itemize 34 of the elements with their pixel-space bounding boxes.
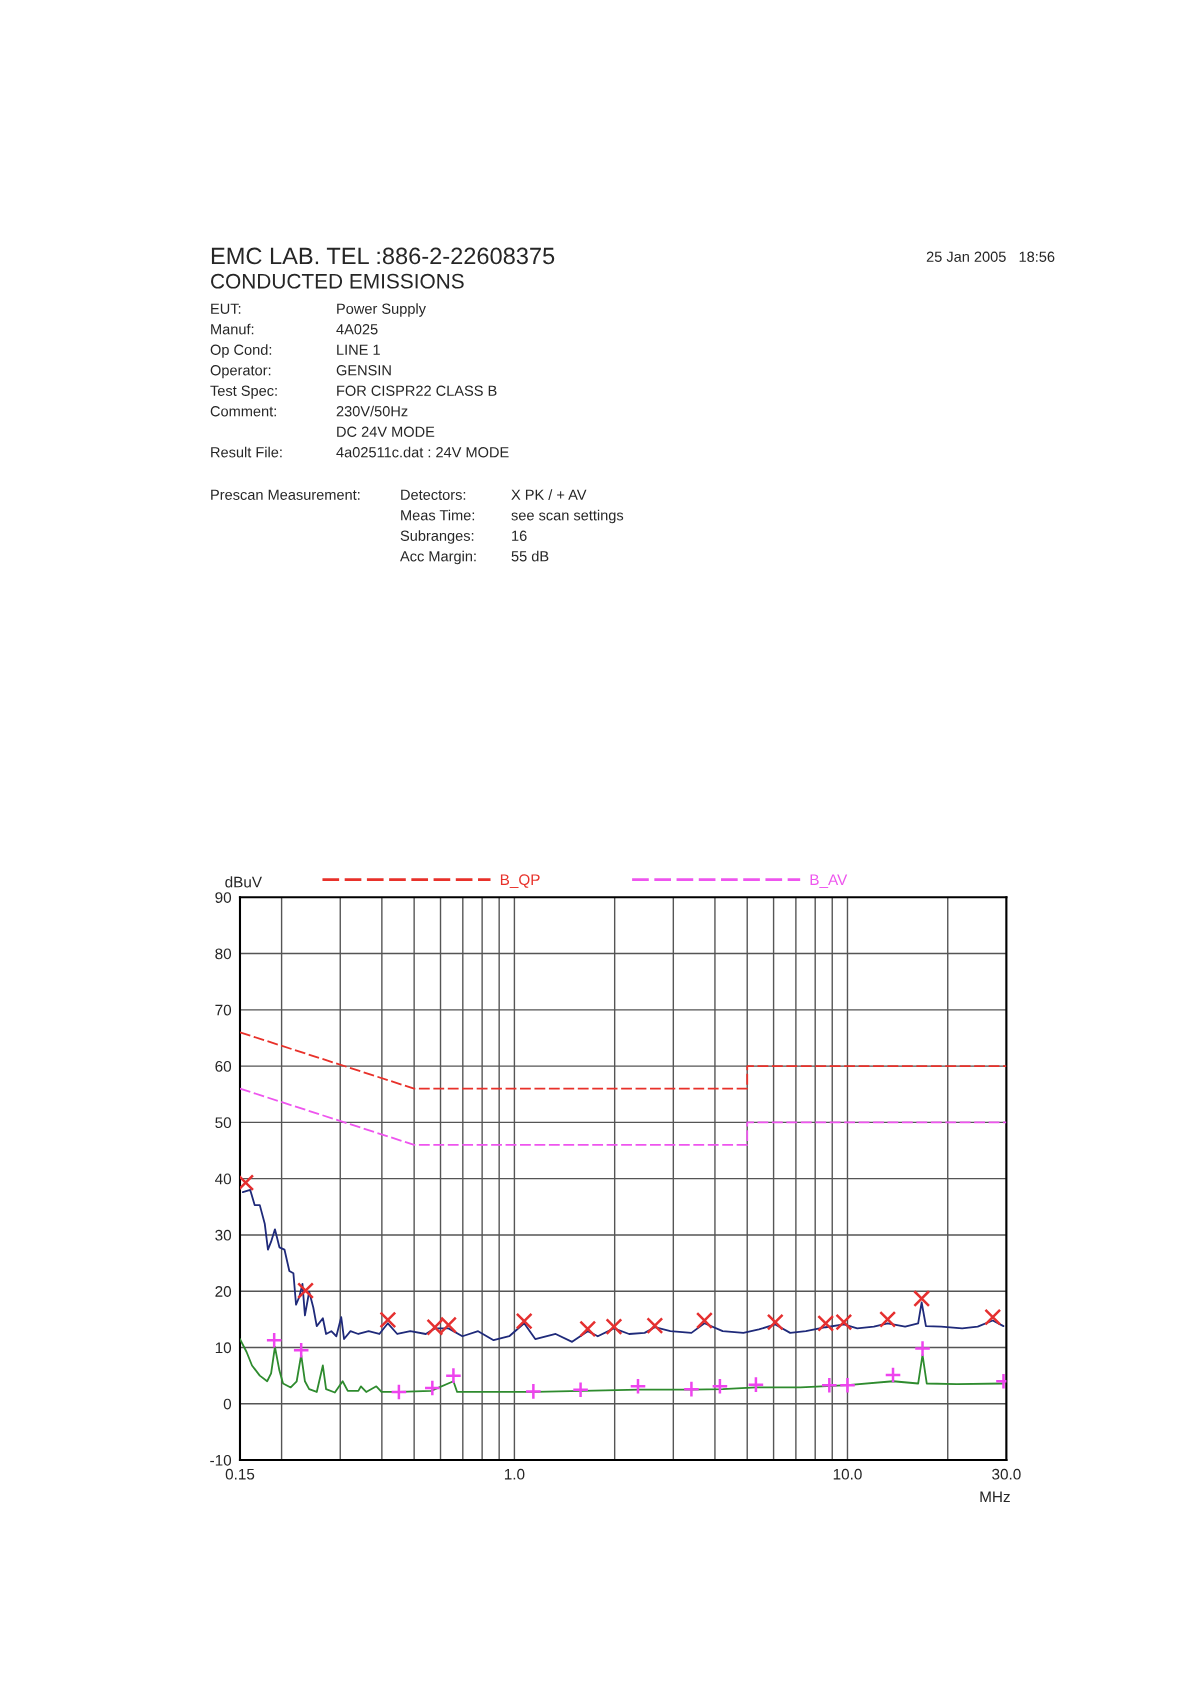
chart-subtitle: CONDUCTED EMISSIONS <box>211 273 464 289</box>
y-tick-label: 70 <box>215 1004 232 1016</box>
text: Prescan Measurement: Detectors: X PK / + AV <box>211 489 587 500</box>
text: Comment: 230V/50Hz <box>210 405 408 417</box>
y-tick-label: 50 <box>215 1117 232 1129</box>
text: Result File: 4a02511c.dat : 24V MODE <box>211 446 509 458</box>
x-tick-label: 1.0 <box>504 1468 525 1480</box>
y-tick-label: 80 <box>215 948 232 960</box>
text: Subranges: 16 <box>400 530 527 544</box>
text: EUT: Power Supply <box>211 303 426 317</box>
text: Meas Time: see scan settings <box>401 509 624 524</box>
text: B_AV <box>810 874 848 888</box>
text: Acc Margin: 55 dB <box>400 550 549 565</box>
y-tick-label: -10 <box>210 1454 232 1466</box>
text: Test Spec: FOR CISPR22 CLASS B <box>210 385 497 399</box>
text: DC 24V MODE <box>337 426 435 437</box>
y-tick-label: 40 <box>215 1173 232 1185</box>
y-tick-label: 20 <box>215 1286 232 1297</box>
x-tick-label: 10.0 <box>833 1468 862 1480</box>
y-tick-label: 30 <box>215 1229 232 1241</box>
text: Op Cond: LINE 1 <box>210 344 380 358</box>
x-tick-label: 30.0 <box>992 1468 1021 1480</box>
chart-title: EMC LAB. TEL :886-2-22608375 <box>211 247 555 265</box>
text: Manuf: 4A025 <box>211 323 378 335</box>
x-axis-title: MHz <box>980 1491 1010 1503</box>
y-axis-title: dBuV <box>225 876 262 888</box>
text: 25 Jan 2005 18:56 <box>926 251 1055 262</box>
text: B_QP <box>500 874 540 888</box>
x-tick-label: 0.15 <box>225 1468 255 1480</box>
text: Operator: GENSIN <box>210 365 391 379</box>
y-tick-label: 90 <box>215 892 232 903</box>
y-tick-label: 10 <box>215 1342 232 1354</box>
y-tick-label: 60 <box>215 1060 232 1072</box>
y-tick-label: 0 <box>223 1398 232 1410</box>
